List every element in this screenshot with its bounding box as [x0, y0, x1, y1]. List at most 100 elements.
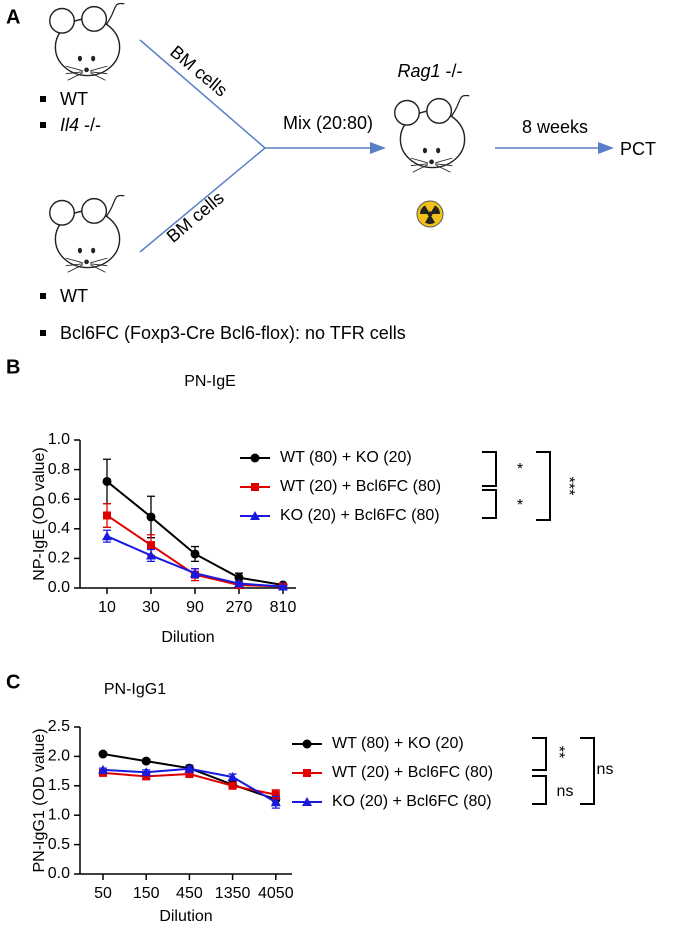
- x-tick-label: 10: [98, 599, 116, 616]
- mouse-icon: [48, 194, 126, 274]
- significance-label: ns: [557, 783, 574, 800]
- bullet-text: WT: [60, 89, 88, 109]
- marker: [98, 749, 108, 759]
- y-tick-label: 0.6: [48, 490, 70, 507]
- flow-label: BM cells: [163, 188, 228, 247]
- marker: [146, 512, 156, 522]
- marker: [184, 763, 195, 773]
- legend-label: KO (20) + Bcl6FC (80): [280, 507, 440, 524]
- marker: [141, 767, 152, 777]
- x-tick-label: 270: [226, 599, 253, 616]
- x-axis-label: Dilution: [161, 629, 214, 646]
- panel-label: B: [6, 356, 20, 378]
- bullet: [40, 96, 46, 102]
- significance-label: ***: [560, 477, 577, 496]
- panel-label: C: [6, 671, 20, 693]
- significance-bracket: [580, 737, 595, 805]
- legend-label: WT (20) + Bcl6FC (80): [332, 764, 493, 781]
- flow-label: 8 weeks: [522, 117, 588, 137]
- marker: [278, 581, 288, 591]
- mouse-icon: [393, 94, 471, 174]
- radiation-icon: [416, 200, 444, 228]
- legend-marker: [250, 511, 260, 520]
- legend-marker: [302, 739, 312, 749]
- legend-label: WT (20) + Bcl6FC (80): [280, 478, 441, 495]
- chart-title: PN-IgG1: [104, 681, 166, 698]
- arrow-head: [370, 142, 386, 154]
- significance-bracket: [532, 775, 547, 805]
- marker: [103, 511, 111, 520]
- marker: [271, 790, 280, 799]
- genotype: Il4: [60, 115, 79, 135]
- y-tick-label: 0.8: [48, 461, 70, 478]
- y-tick-label: 1.0: [48, 806, 70, 823]
- panel-label: A: [6, 6, 20, 28]
- marker: [190, 549, 200, 559]
- genotype-suffix: -/-: [441, 61, 463, 81]
- significance-bracket: [532, 737, 547, 771]
- marker: [234, 573, 244, 583]
- bullet-text: WT: [60, 286, 88, 306]
- y-tick-label: 0.0: [48, 579, 70, 596]
- x-tick-label: 50: [94, 885, 112, 902]
- bullet: [40, 330, 46, 336]
- significance-bracket: [482, 489, 497, 519]
- significance-label: *: [517, 461, 523, 478]
- y-tick-label: 0.2: [48, 550, 70, 567]
- bullet-text: Il4 -/-: [60, 115, 101, 135]
- significance-label: ns: [597, 761, 614, 778]
- x-tick-label: 4050: [258, 885, 294, 902]
- x-axis-label: Dilution: [159, 908, 212, 925]
- marker: [190, 568, 200, 578]
- x-tick-label: 450: [176, 885, 203, 902]
- x-tick-label: 1350: [215, 885, 251, 902]
- x-tick-label: 150: [133, 885, 160, 902]
- genotype-suffix: -/-: [79, 115, 101, 135]
- marker: [185, 770, 194, 779]
- marker: [141, 756, 151, 766]
- significance-bracket: [536, 451, 551, 521]
- marker: [142, 772, 151, 781]
- y-axis-label: PN-IgG1 (OD value): [31, 728, 48, 872]
- x-tick-label: 30: [142, 599, 160, 616]
- outcome-label: PCT: [620, 139, 656, 159]
- flow-label: Mix (20:80): [283, 113, 373, 133]
- y-tick-label: 2.5: [48, 718, 70, 735]
- marker: [270, 797, 281, 807]
- y-tick-label: 1.5: [48, 777, 70, 794]
- marker: [102, 531, 112, 541]
- y-tick-label: 1.0: [48, 431, 70, 448]
- marker: [146, 550, 156, 560]
- marker: [227, 771, 238, 781]
- significance-label: **: [550, 746, 567, 758]
- y-tick-label: 2.0: [48, 748, 70, 765]
- genotype: Rag1: [397, 61, 440, 81]
- legend-marker: [251, 483, 259, 491]
- x-tick-label: 810: [270, 599, 297, 616]
- bullet: [40, 122, 46, 128]
- recipient-label: Rag1 -/-: [397, 61, 462, 81]
- legend-marker: [303, 769, 311, 777]
- legend-marker: [250, 453, 260, 463]
- significance-bracket: [482, 451, 497, 487]
- flow-line: [139, 39, 266, 149]
- y-tick-label: 0.4: [48, 520, 70, 537]
- x-tick-label: 90: [186, 599, 204, 616]
- bullet-text: Bcl6FC (Foxp3-Cre Bcl6-flox): no TFR cel…: [60, 323, 406, 343]
- flow-line: [139, 147, 266, 253]
- legend-marker: [302, 797, 312, 806]
- mouse-icon: [48, 2, 126, 82]
- arrow-head: [598, 142, 614, 154]
- marker: [228, 781, 237, 790]
- chart-title: PN-IgE: [184, 373, 236, 390]
- y-axis-label: NP-IgE (OD value): [31, 447, 48, 580]
- marker: [98, 764, 108, 774]
- legend-label: WT (80) + KO (20): [280, 449, 412, 466]
- legend-label: WT (80) + KO (20): [332, 735, 464, 752]
- marker: [147, 541, 155, 550]
- marker: [102, 476, 112, 486]
- bullet: [40, 293, 46, 299]
- y-tick-label: 0.0: [48, 865, 70, 882]
- y-tick-label: 0.5: [48, 836, 70, 853]
